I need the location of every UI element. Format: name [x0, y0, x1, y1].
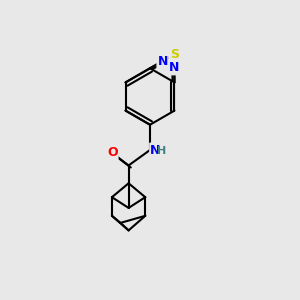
- Text: N: N: [150, 143, 161, 157]
- Text: N: N: [158, 55, 168, 68]
- Text: S: S: [170, 48, 179, 61]
- Text: O: O: [107, 146, 118, 160]
- Text: H: H: [157, 146, 166, 157]
- Text: N: N: [169, 61, 179, 74]
